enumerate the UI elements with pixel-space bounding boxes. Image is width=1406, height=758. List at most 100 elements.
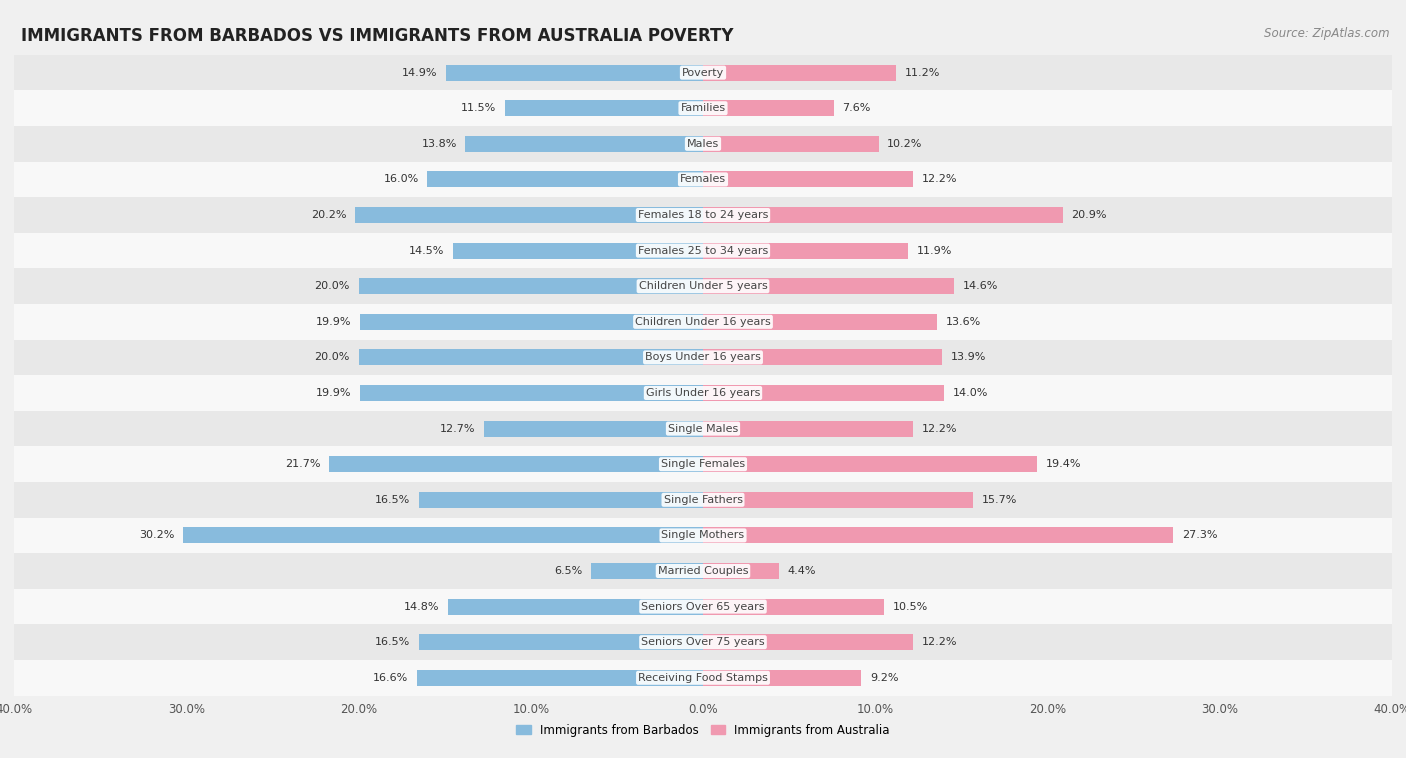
Bar: [183, 528, 703, 543]
Bar: [14, 268, 1392, 304]
Bar: [419, 492, 703, 508]
Bar: [703, 563, 779, 579]
Legend: Immigrants from Barbados, Immigrants from Australia: Immigrants from Barbados, Immigrants fro…: [516, 724, 890, 737]
Bar: [465, 136, 703, 152]
Bar: [453, 243, 703, 258]
Bar: [703, 456, 1038, 472]
Text: 10.5%: 10.5%: [893, 602, 928, 612]
Text: 21.7%: 21.7%: [285, 459, 321, 469]
Bar: [703, 634, 912, 650]
Text: 12.2%: 12.2%: [922, 637, 957, 647]
Bar: [14, 304, 1392, 340]
Text: Females 18 to 24 years: Females 18 to 24 years: [638, 210, 768, 220]
Bar: [703, 528, 1173, 543]
Bar: [14, 446, 1392, 482]
Text: 11.9%: 11.9%: [917, 246, 952, 255]
Bar: [14, 482, 1392, 518]
Bar: [703, 670, 862, 686]
Text: Seniors Over 75 years: Seniors Over 75 years: [641, 637, 765, 647]
Bar: [14, 553, 1392, 589]
Text: Children Under 5 years: Children Under 5 years: [638, 281, 768, 291]
Bar: [14, 375, 1392, 411]
Bar: [591, 563, 703, 579]
Text: 7.6%: 7.6%: [842, 103, 870, 113]
Text: 12.7%: 12.7%: [440, 424, 475, 434]
Text: Single Mothers: Single Mothers: [661, 531, 745, 540]
Bar: [703, 349, 942, 365]
Text: Receiving Food Stamps: Receiving Food Stamps: [638, 673, 768, 683]
Bar: [505, 100, 703, 116]
Text: 16.5%: 16.5%: [375, 495, 411, 505]
Bar: [14, 126, 1392, 161]
Text: 27.3%: 27.3%: [1182, 531, 1218, 540]
Bar: [14, 589, 1392, 625]
Text: 14.6%: 14.6%: [963, 281, 998, 291]
Bar: [419, 634, 703, 650]
Text: 19.9%: 19.9%: [316, 317, 352, 327]
Text: Families: Families: [681, 103, 725, 113]
Bar: [703, 64, 896, 80]
Text: Males: Males: [688, 139, 718, 149]
Text: Source: ZipAtlas.com: Source: ZipAtlas.com: [1264, 27, 1389, 39]
Text: 11.5%: 11.5%: [461, 103, 496, 113]
Bar: [14, 233, 1392, 268]
Bar: [14, 55, 1392, 90]
Text: 13.6%: 13.6%: [946, 317, 981, 327]
Text: 19.4%: 19.4%: [1046, 459, 1081, 469]
Text: 20.0%: 20.0%: [315, 352, 350, 362]
Text: 19.9%: 19.9%: [316, 388, 352, 398]
Text: Females 25 to 34 years: Females 25 to 34 years: [638, 246, 768, 255]
Bar: [329, 456, 703, 472]
Text: 20.9%: 20.9%: [1071, 210, 1107, 220]
Text: Boys Under 16 years: Boys Under 16 years: [645, 352, 761, 362]
Bar: [359, 349, 703, 365]
Bar: [14, 625, 1392, 660]
Text: 16.6%: 16.6%: [373, 673, 409, 683]
Bar: [356, 207, 703, 223]
Text: 16.5%: 16.5%: [375, 637, 411, 647]
Text: 12.2%: 12.2%: [922, 424, 957, 434]
Bar: [14, 90, 1392, 126]
Text: 13.8%: 13.8%: [422, 139, 457, 149]
Text: Females: Females: [681, 174, 725, 184]
Bar: [427, 171, 703, 187]
Text: 14.8%: 14.8%: [404, 602, 440, 612]
Text: Children Under 16 years: Children Under 16 years: [636, 317, 770, 327]
Bar: [703, 171, 912, 187]
Bar: [14, 340, 1392, 375]
Bar: [418, 670, 703, 686]
Bar: [703, 314, 938, 330]
Bar: [703, 100, 834, 116]
Text: Girls Under 16 years: Girls Under 16 years: [645, 388, 761, 398]
Text: 6.5%: 6.5%: [554, 566, 582, 576]
Bar: [14, 518, 1392, 553]
Bar: [703, 243, 908, 258]
Text: 20.0%: 20.0%: [315, 281, 350, 291]
Bar: [703, 385, 945, 401]
Bar: [14, 411, 1392, 446]
Text: 20.2%: 20.2%: [311, 210, 346, 220]
Text: IMMIGRANTS FROM BARBADOS VS IMMIGRANTS FROM AUSTRALIA POVERTY: IMMIGRANTS FROM BARBADOS VS IMMIGRANTS F…: [21, 27, 734, 45]
Text: 14.9%: 14.9%: [402, 67, 437, 77]
Bar: [14, 660, 1392, 696]
Text: 14.0%: 14.0%: [953, 388, 988, 398]
Bar: [360, 314, 703, 330]
Bar: [703, 492, 973, 508]
Bar: [14, 197, 1392, 233]
Text: Married Couples: Married Couples: [658, 566, 748, 576]
Text: 16.0%: 16.0%: [384, 174, 419, 184]
Text: 4.4%: 4.4%: [787, 566, 815, 576]
Bar: [449, 599, 703, 615]
Text: 9.2%: 9.2%: [870, 673, 898, 683]
Text: 10.2%: 10.2%: [887, 139, 922, 149]
Text: 13.9%: 13.9%: [950, 352, 987, 362]
Bar: [703, 207, 1063, 223]
Bar: [359, 278, 703, 294]
Bar: [446, 64, 703, 80]
Text: 11.2%: 11.2%: [904, 67, 939, 77]
Bar: [703, 421, 912, 437]
Text: 30.2%: 30.2%: [139, 531, 174, 540]
Bar: [360, 385, 703, 401]
Bar: [703, 278, 955, 294]
Text: Seniors Over 65 years: Seniors Over 65 years: [641, 602, 765, 612]
